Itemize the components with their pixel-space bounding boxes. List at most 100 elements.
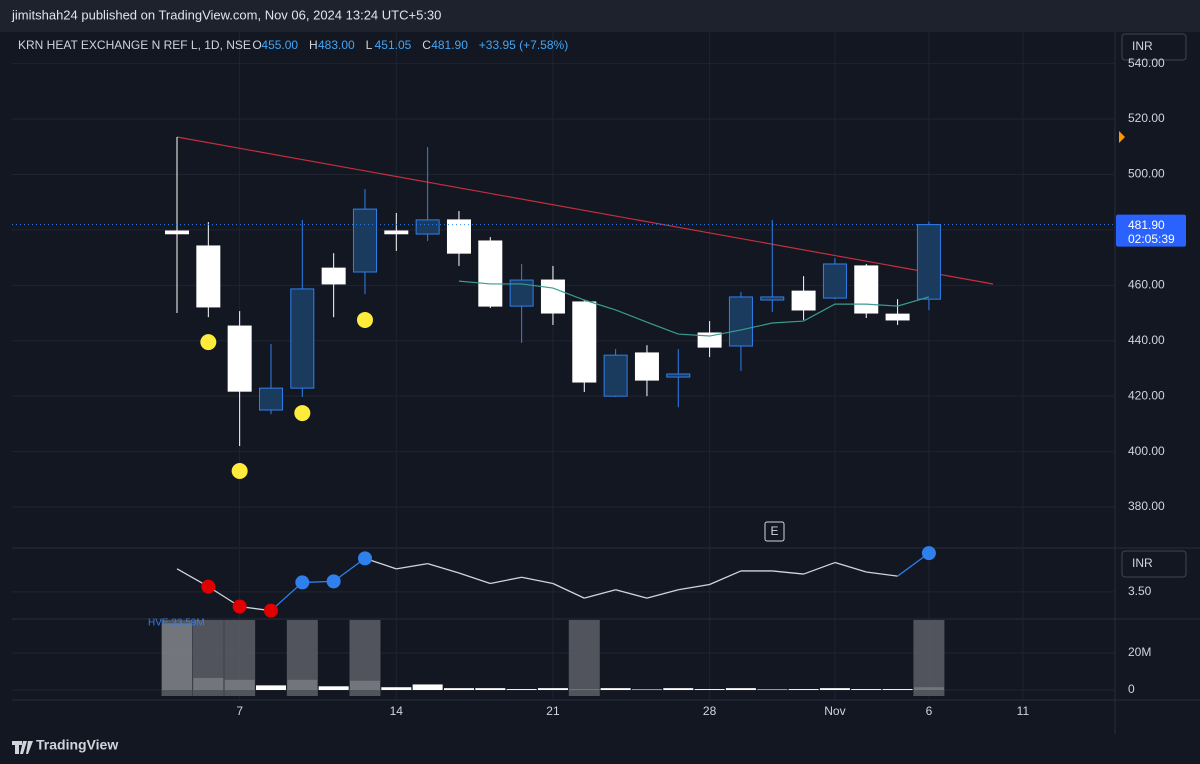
alert-marker <box>1119 131 1125 143</box>
indicator-dot <box>921 546 936 561</box>
symbol-name: KRN HEAT EXCHANGE N REF L, 1D, NSE <box>18 38 251 52</box>
y-tick-label: 20M <box>1128 645 1151 659</box>
candle-body <box>446 219 471 254</box>
candle-body <box>854 265 879 314</box>
x-tick-label: Nov <box>824 704 845 718</box>
volume-bar <box>600 688 631 690</box>
y-tick-label: 500.00 <box>1128 167 1165 181</box>
volume-bar <box>819 688 850 690</box>
candle-body <box>258 387 283 411</box>
candle-body <box>822 263 847 299</box>
candle-body <box>290 288 315 389</box>
indicator-segment <box>490 576 522 585</box>
footer <box>0 734 1200 764</box>
signal-marker <box>294 405 311 422</box>
indicator-segment <box>270 581 303 612</box>
indicator-segment <box>552 582 585 599</box>
indicator-segment <box>646 589 679 599</box>
x-tick-label: 7 <box>236 704 243 718</box>
signal-marker <box>356 311 373 328</box>
logo-text: TradingView <box>36 737 118 753</box>
x-tick-label: 11 <box>1017 704 1030 718</box>
top-bar <box>0 0 1200 32</box>
volume-bar <box>506 689 537 690</box>
currency-label: INR <box>1132 39 1153 53</box>
legend-key: O <box>252 38 261 52</box>
volume-bar <box>537 688 568 690</box>
candle-body <box>728 296 753 347</box>
candle-body <box>196 245 221 308</box>
candle-body <box>666 373 691 378</box>
indicator-dot <box>232 599 247 614</box>
volume-bar <box>757 689 788 690</box>
indicator-dot <box>201 579 216 594</box>
indicator-segment <box>772 570 804 575</box>
candle-body <box>634 352 659 381</box>
volume-bar <box>287 679 318 690</box>
legend-change: +33.95 (+7.58%) <box>479 38 568 52</box>
candle-body <box>572 301 597 383</box>
indicator-dot <box>295 575 310 590</box>
indicator-segment <box>803 561 836 575</box>
event-label: E <box>770 524 778 538</box>
indicator-segment <box>521 576 554 585</box>
volume-bar <box>162 623 192 690</box>
indicator-segment <box>458 572 491 585</box>
event-badge[interactable] <box>764 521 785 542</box>
chart-area <box>0 32 1200 734</box>
x-tick-label: 14 <box>390 704 404 718</box>
indicator-dot <box>263 603 278 618</box>
y-tick-label: 3.50 <box>1128 584 1152 598</box>
candle-body <box>478 240 503 307</box>
currency-box[interactable] <box>1121 33 1187 61</box>
x-tick-label: 28 <box>703 704 717 718</box>
candle-body <box>165 230 189 235</box>
indicator-segment <box>709 570 742 586</box>
trend-line <box>176 136 994 285</box>
volume-bar <box>882 689 913 690</box>
indicator-dot <box>357 551 372 566</box>
volume-bar <box>412 684 443 690</box>
x-tick-label: 21 <box>546 704 560 718</box>
last-price-box <box>1116 214 1186 247</box>
y-tick-label: 380.00 <box>1128 499 1165 513</box>
signal-marker <box>200 334 217 351</box>
volume-bar <box>663 688 694 690</box>
hve-column <box>568 620 600 696</box>
volume-bar <box>255 685 286 690</box>
volume-bar <box>318 686 349 690</box>
top-bar-text: jimitshah24 published on TradingView.com… <box>11 7 441 22</box>
volume-bar <box>851 689 882 690</box>
candle-body <box>760 296 785 301</box>
candle-body <box>916 224 941 300</box>
legend: KRN HEAT EXCHANGE N REF L, 1D, NSE O 455.0… <box>18 38 568 52</box>
currency-box[interactable] <box>1121 550 1187 578</box>
volume-bar <box>475 688 506 690</box>
candle-body <box>415 219 440 235</box>
candle-body <box>885 313 910 321</box>
legend-value: 481.90 <box>431 38 468 52</box>
countdown-label: 02:05:39 <box>1128 232 1175 246</box>
indicator-segment <box>615 589 648 599</box>
signal-marker <box>231 463 248 480</box>
legend-key: C <box>422 38 431 52</box>
y-tick-label: 420.00 <box>1128 388 1165 402</box>
logo-icon <box>12 741 33 754</box>
y-tick-label: 540.00 <box>1128 56 1165 70</box>
indicator-segment <box>834 561 867 573</box>
volume-bar <box>569 689 600 690</box>
candle-body <box>227 325 252 392</box>
legend-key: L <box>366 38 373 52</box>
indicator-segment <box>678 583 710 591</box>
volume-bar <box>913 687 944 690</box>
x-tick-label: 6 <box>926 704 933 718</box>
indicator-segment <box>866 571 898 577</box>
volume-bar <box>349 680 380 690</box>
indicator-segment <box>427 562 460 574</box>
volume-bar <box>443 688 474 690</box>
moving-average <box>458 280 930 337</box>
hve-label: HVE 33.59M <box>148 618 205 629</box>
candle-body <box>352 208 377 273</box>
volume-bar <box>694 689 725 690</box>
